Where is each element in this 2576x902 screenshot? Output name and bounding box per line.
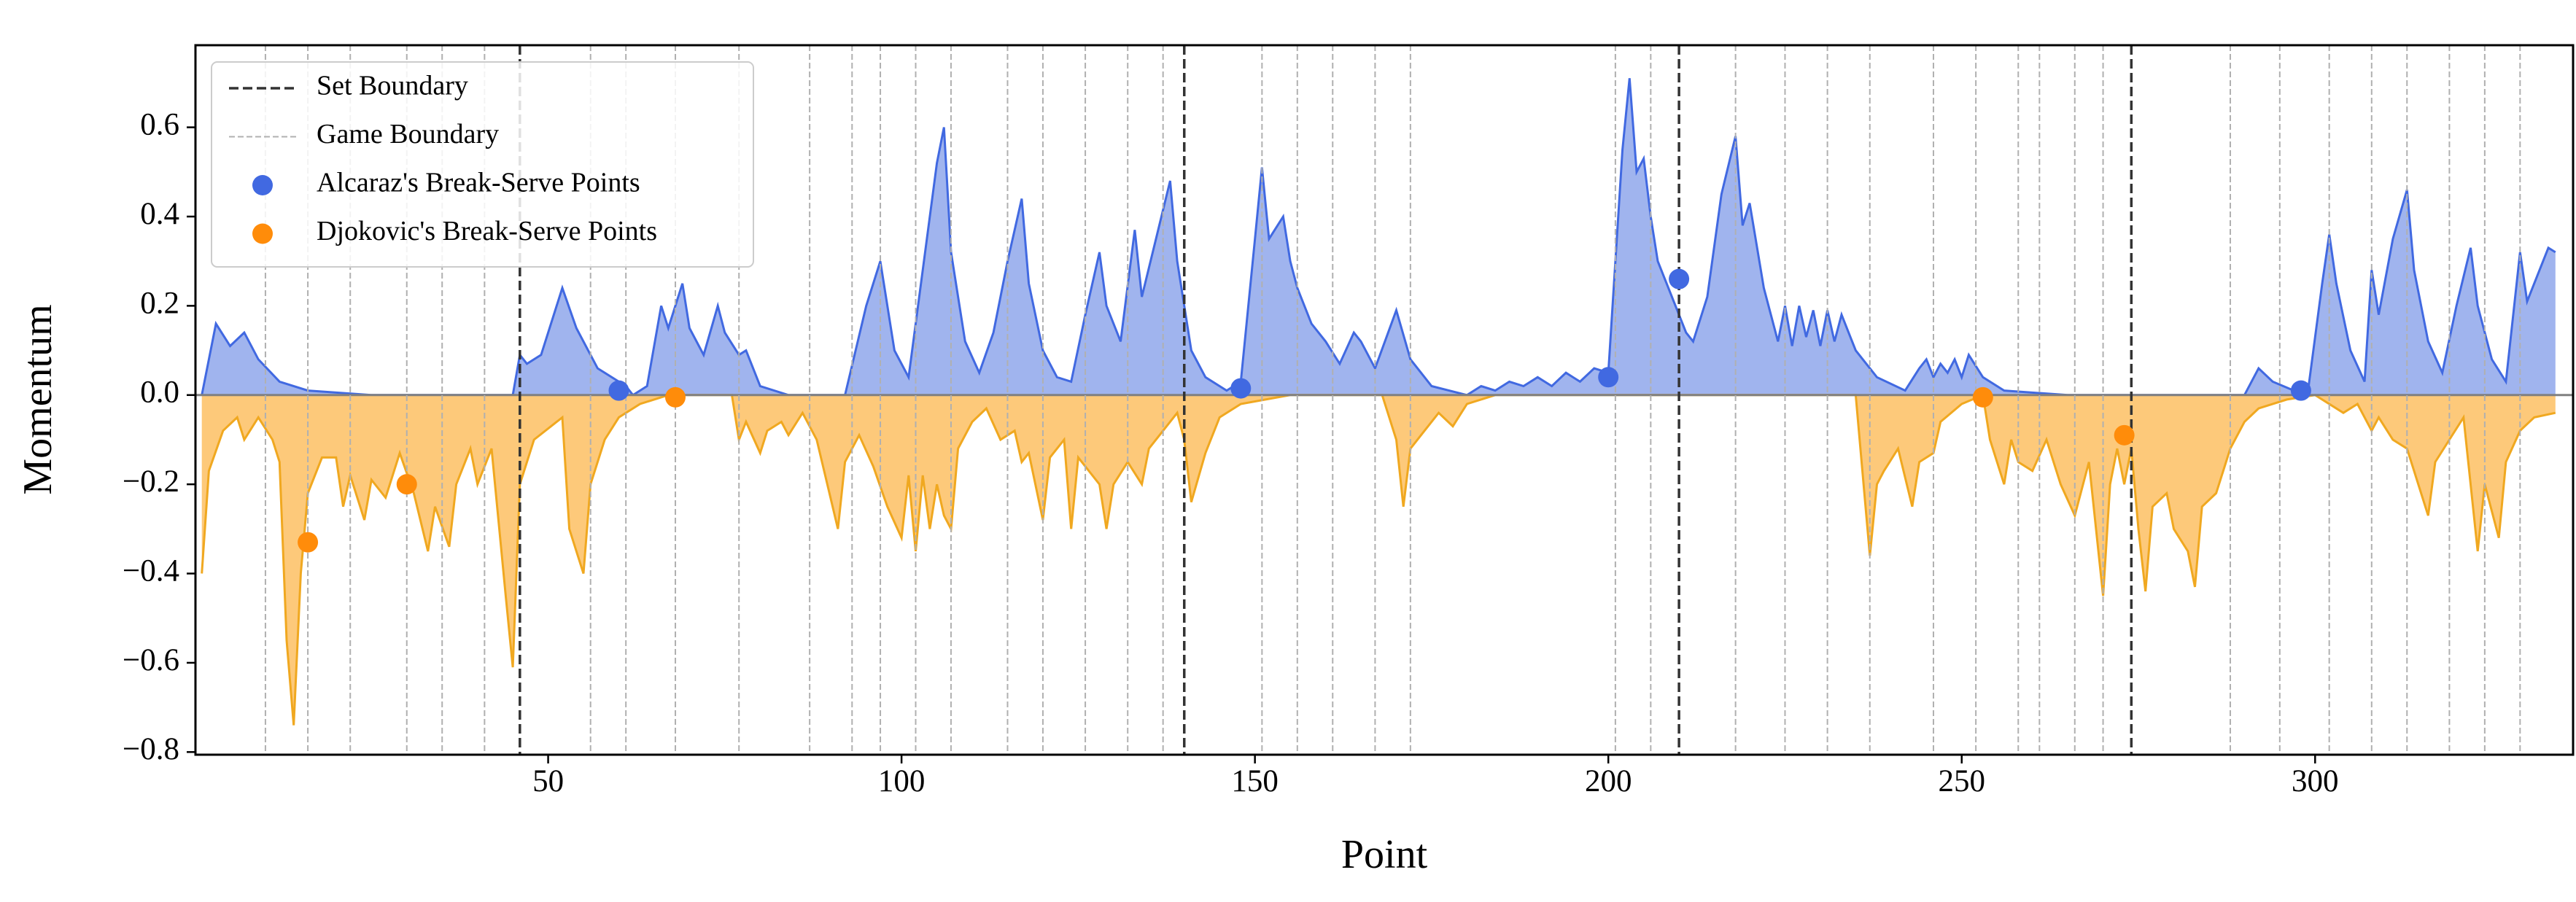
x-tick-label: 200 <box>1585 764 1632 798</box>
legend-label: Set Boundary <box>317 71 468 101</box>
y-tick-label: −0.2 <box>123 464 179 499</box>
momentum-area <box>201 78 2556 395</box>
x-tick-label: 150 <box>1231 764 1279 798</box>
legend-label: Game Boundary <box>317 119 499 149</box>
legend-swatch <box>252 223 273 244</box>
break-serve-point <box>396 474 417 495</box>
break-serve-point <box>2290 380 2311 401</box>
break-serve-point <box>1230 378 1252 399</box>
y-tick-label: −0.4 <box>123 553 179 588</box>
plot-frame <box>194 44 2575 756</box>
y-tick-label: −0.6 <box>123 643 179 677</box>
x-tick-label: 300 <box>2292 764 2339 798</box>
x-axis-label: Point <box>1341 832 1428 877</box>
break-serve-point <box>2114 424 2135 446</box>
y-tick-label: 0.4 <box>140 197 179 231</box>
y-axis-label: Momentum <box>15 304 61 494</box>
break-serve-point <box>608 380 629 401</box>
y-tick-label: −0.8 <box>123 732 179 766</box>
break-serve-point <box>1972 386 1993 408</box>
x-tick-label: 250 <box>1938 764 1985 798</box>
break-serve-point <box>298 532 319 553</box>
legend-swatch <box>252 175 273 195</box>
y-tick-label: 0.2 <box>140 286 179 320</box>
break-serve-point <box>665 386 686 408</box>
break-serve-point <box>1669 268 1690 289</box>
break-serve-point <box>1598 367 1619 388</box>
x-tick-label: 50 <box>532 764 564 798</box>
y-tick-label: 0.0 <box>140 376 179 410</box>
legend-label: Alcaraz's Break-Serve Points <box>317 168 640 198</box>
x-tick-label: 100 <box>878 764 926 798</box>
legend-box <box>211 61 754 268</box>
y-tick-label: 0.6 <box>140 107 179 141</box>
legend: Set Boundary Game Boundary Alcaraz's Break… <box>211 61 754 268</box>
momentum-area <box>201 394 2556 726</box>
legend-label: Djokovic's Break-Serve Points <box>317 216 657 246</box>
momentum-line <box>201 393 2556 726</box>
